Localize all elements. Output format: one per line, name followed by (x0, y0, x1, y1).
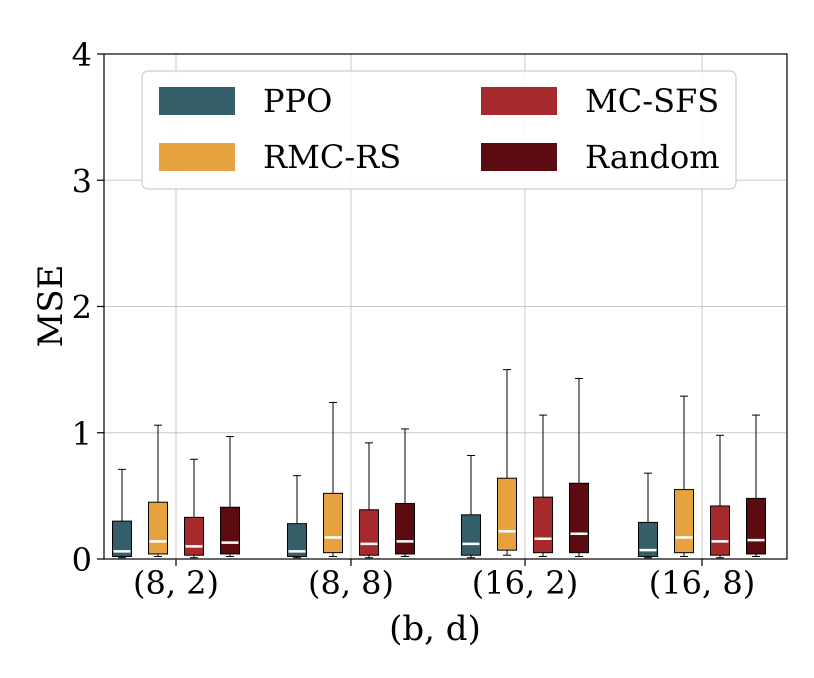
box-body (148, 501, 168, 555)
box-body (184, 516, 204, 556)
box-rmc-rs-3 (674, 395, 694, 557)
box-body (220, 506, 240, 555)
legend-label-rmc-rs: RMC-RS (263, 138, 401, 176)
box-body (674, 489, 694, 554)
box-mc-sfs-3 (710, 434, 730, 559)
box-ppo-2 (461, 454, 481, 559)
box-random-0 (220, 436, 240, 557)
x-tick-label: (16, 8) (649, 564, 755, 602)
box-rmc-rs-2 (497, 369, 517, 556)
box-mc-sfs-2 (533, 414, 553, 557)
x-tick-label: (16, 2) (472, 564, 578, 602)
box-body (569, 482, 589, 554)
x-tick-label: (8, 8) (308, 564, 394, 602)
legend: PPO RMC-RS MC-SFS Random (141, 70, 737, 190)
box-body (497, 477, 517, 551)
box-random-1 (395, 428, 415, 557)
box-body (461, 514, 481, 556)
box-mc-sfs-0 (184, 458, 204, 559)
box-rmc-rs-0 (148, 424, 168, 557)
box-body (323, 492, 343, 554)
box-ppo-1 (287, 475, 307, 559)
x-axis-title: (b, d) (389, 609, 481, 649)
box-body (638, 521, 658, 557)
box-body (746, 497, 766, 555)
legend-swatch-rmc-rs (159, 143, 235, 171)
box-random-3 (746, 414, 766, 557)
box-rmc-rs-1 (323, 401, 343, 557)
ticks: 0 1 2 3 4 (8, 2) (8, 8) (16, 2) (16, 8) (72, 36, 756, 602)
box-random-2 (569, 377, 589, 557)
y-axis-title: MSE (31, 265, 71, 348)
box-body (359, 509, 379, 556)
box-body (710, 505, 730, 556)
box-body (533, 496, 553, 554)
y-tick-label: 2 (72, 289, 92, 327)
legend-label-mc-sfs: MC-SFS (585, 82, 719, 120)
legend-swatch-ppo (159, 87, 235, 115)
legend-label-ppo: PPO (263, 82, 332, 120)
box-body (395, 502, 415, 555)
box-ppo-0 (112, 468, 132, 559)
box-body (112, 520, 132, 557)
legend-frame (141, 70, 737, 190)
boxes (112, 369, 766, 559)
y-tick-label: 3 (72, 162, 92, 200)
box-ppo-3 (638, 472, 658, 559)
box-body (287, 523, 307, 557)
y-tick-label: 0 (72, 541, 92, 579)
box-mc-sfs-1 (359, 442, 379, 559)
x-tick-label: (8, 2) (133, 564, 219, 602)
y-tick-label: 1 (72, 415, 92, 453)
legend-swatch-mc-sfs (481, 87, 557, 115)
y-tick-label: 4 (72, 36, 92, 74)
legend-swatch-random (481, 143, 557, 171)
legend-label-random: Random (585, 138, 720, 176)
